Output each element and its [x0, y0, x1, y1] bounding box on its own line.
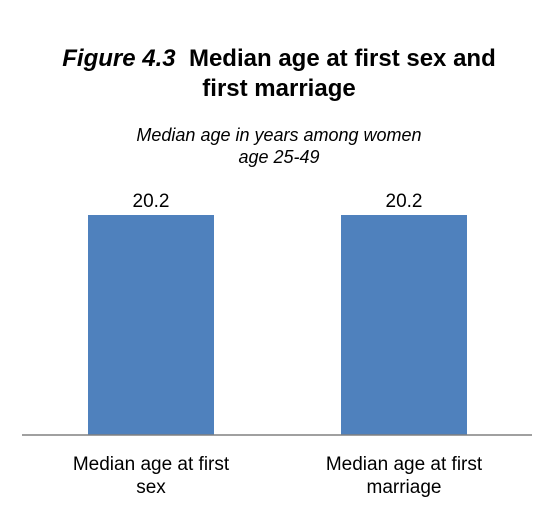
chart-title-line2: first marriage: [202, 75, 356, 102]
bar-0: [88, 215, 214, 435]
chart-title: Figure 4.3 Median age at first sex and f…: [0, 44, 558, 104]
figure-number: Figure 4.3: [62, 45, 176, 72]
chart-title-line1: Median age at first sex and: [188, 45, 496, 72]
category-label-1-line-0: Median age at first: [326, 454, 483, 475]
bar-value-label-1: 20.2: [386, 191, 423, 212]
bar-1: [341, 215, 467, 435]
chart-subtitle: Median age in years among women age 25-4…: [0, 124, 558, 168]
category-label-0-line-0: Median age at first: [73, 454, 230, 475]
chart-subtitle-line1: Median age in years among women: [136, 125, 422, 145]
bars-group: 20.2 20.2: [88, 191, 467, 435]
chart-subtitle-line2: age 25-49: [238, 147, 320, 167]
category-label-0-line-1: sex: [136, 477, 166, 498]
bar-value-label-0: 20.2: [133, 191, 170, 212]
category-label-1-line-1: marriage: [367, 477, 442, 498]
